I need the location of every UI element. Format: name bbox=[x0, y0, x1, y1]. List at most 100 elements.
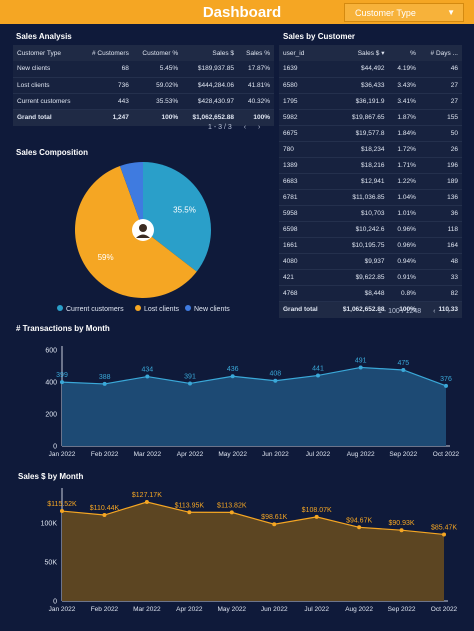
data-point[interactable] bbox=[60, 380, 64, 385]
data-point[interactable] bbox=[314, 514, 319, 519]
table-cell: 26 bbox=[419, 141, 462, 158]
next-page-icon[interactable]: › bbox=[447, 308, 450, 315]
table-cell: 33 bbox=[419, 269, 462, 286]
pie-slice[interactable] bbox=[143, 162, 211, 272]
table-cell: Grand total bbox=[13, 109, 83, 126]
prev-page-icon[interactable]: ‹ bbox=[243, 124, 247, 131]
table-row[interactable]: 4080 $9,937 0.94% 48 bbox=[279, 253, 462, 270]
table-cell: $1,062,652.88 bbox=[329, 301, 389, 318]
column-header[interactable]: % bbox=[388, 45, 420, 61]
grand-total-row: Grand total $1,062,652.88 100% 110.33 bbox=[279, 301, 462, 318]
table-cell: $18,234 bbox=[329, 141, 389, 158]
table-cell: 59.02% bbox=[132, 77, 183, 94]
column-header[interactable]: Sales % bbox=[238, 45, 274, 61]
data-point[interactable] bbox=[316, 373, 320, 378]
data-label: 436 bbox=[227, 366, 239, 373]
pie-slice[interactable] bbox=[119, 162, 143, 230]
data-point[interactable] bbox=[60, 509, 64, 514]
table-cell: $1,062,652.88 bbox=[182, 109, 239, 126]
data-point[interactable] bbox=[102, 513, 107, 518]
data-point[interactable] bbox=[272, 522, 277, 527]
table-row[interactable]: 6781 $11,036.85 1.04% 136 bbox=[279, 189, 462, 206]
table-row[interactable]: 421 $9,622.85 0.91% 33 bbox=[279, 269, 462, 286]
column-header[interactable]: Customer % bbox=[132, 45, 183, 61]
sales-analysis-title: Sales Analysis bbox=[16, 32, 72, 41]
table-cell: 6580 bbox=[279, 77, 330, 94]
table-row[interactable]: 6683 $12,941 1.22% 189 bbox=[279, 173, 462, 190]
x-tick-label: Aug 2022 bbox=[345, 606, 373, 613]
table-cell: 100% bbox=[388, 301, 420, 318]
x-tick-label: Jan 2022 bbox=[49, 451, 76, 458]
data-point[interactable] bbox=[144, 499, 149, 504]
table-row[interactable]: 1661 $10,195.75 0.96% 164 bbox=[279, 237, 462, 254]
table-cell: 780 bbox=[279, 141, 330, 158]
column-header[interactable]: Customer Type bbox=[13, 45, 83, 61]
data-point[interactable] bbox=[444, 383, 448, 388]
data-point[interactable] bbox=[357, 525, 362, 530]
data-label: $108.07K bbox=[302, 507, 332, 514]
data-label: 434 bbox=[141, 367, 153, 374]
table-cell: 3.41% bbox=[388, 93, 420, 110]
column-header[interactable]: # Days ... bbox=[419, 45, 462, 61]
customer-type-dropdown[interactable]: Customer Type ▼ bbox=[344, 3, 464, 22]
x-tick-label: Mar 2022 bbox=[133, 606, 161, 613]
table-cell: 110.33 bbox=[419, 301, 462, 318]
legend-item[interactable]: Current customers bbox=[66, 306, 124, 313]
table-cell: $19,867.65 bbox=[329, 109, 389, 126]
table-row[interactable]: 1639 $44,492 4.19% 46 bbox=[279, 61, 462, 78]
x-tick-label: Jul 2022 bbox=[304, 606, 329, 613]
column-header[interactable]: # Customers bbox=[82, 45, 133, 61]
legend-marker bbox=[185, 305, 191, 311]
sales-by-month-chart: 0 50K 100K $115.52K Jan 2022 $110.44K Feb 2022… bbox=[41, 488, 458, 613]
table-row[interactable]: 1795 $36,191.9 3.41% 27 bbox=[279, 93, 462, 110]
x-tick-label: Sep 2022 bbox=[389, 451, 417, 458]
data-point[interactable] bbox=[273, 378, 278, 383]
table-cell: $19,577.8 bbox=[329, 125, 389, 142]
next-page-icon[interactable]: › bbox=[257, 124, 261, 131]
data-point[interactable] bbox=[187, 510, 192, 515]
table-row[interactable]: 6675 $19,577.8 1.84% 50 bbox=[279, 125, 462, 142]
table-cell: 0.96% bbox=[388, 237, 420, 254]
sales-analysis-pager: 1 - 3 / 3 ‹ › bbox=[208, 124, 260, 131]
data-point[interactable] bbox=[399, 528, 404, 533]
table-row[interactable]: 4768 $8,448 0.8% 82 bbox=[279, 285, 462, 302]
column-header[interactable]: user_id bbox=[279, 45, 330, 61]
table-cell: 46 bbox=[419, 61, 462, 78]
table-cell: 3.43% bbox=[388, 77, 420, 94]
table-cell: 27 bbox=[419, 77, 462, 94]
table-row[interactable]: 6598 $10,242.6 0.96% 118 bbox=[279, 221, 462, 238]
table-cell: Current customers bbox=[13, 93, 83, 110]
table-cell: 1.72% bbox=[388, 141, 420, 158]
table-cell: 1.01% bbox=[388, 205, 420, 222]
data-label: $90.93K bbox=[389, 520, 415, 527]
data-point[interactable] bbox=[229, 510, 234, 515]
column-header[interactable]: Sales $ bbox=[182, 45, 239, 61]
legend-item[interactable]: Lost clients bbox=[144, 306, 180, 313]
data-point[interactable] bbox=[442, 532, 446, 537]
data-point[interactable] bbox=[102, 381, 107, 386]
data-point[interactable] bbox=[358, 365, 363, 370]
column-header[interactable]: Sales $ ▾ bbox=[329, 45, 389, 61]
data-label: $113.82K bbox=[217, 502, 247, 509]
data-point[interactable] bbox=[230, 374, 235, 379]
prev-page-icon[interactable]: ‹ bbox=[433, 308, 436, 315]
table-cell: 155 bbox=[419, 109, 462, 126]
page-title: Dashboard bbox=[202, 4, 282, 21]
sort-desc-icon[interactable]: ▾ bbox=[379, 50, 385, 57]
table-row[interactable]: 780 $18,234 1.72% 26 bbox=[279, 141, 462, 158]
data-label: 441 bbox=[312, 365, 324, 372]
data-point[interactable] bbox=[401, 368, 406, 372]
table-row[interactable]: 5958 $10,703 1.01% 36 bbox=[279, 205, 462, 222]
sales-by-customer-pager: 1 - 100 / 1248 ‹ › bbox=[378, 308, 450, 315]
table-row[interactable]: 6580 $36,433 3.43% 27 bbox=[279, 77, 462, 94]
table-cell: New clients bbox=[13, 61, 83, 78]
table-row[interactable]: 1389 $18,216 1.71% 196 bbox=[279, 157, 462, 174]
data-point[interactable] bbox=[145, 374, 150, 379]
data-point[interactable] bbox=[188, 381, 192, 386]
table-row[interactable]: 5982 $19,867.65 1.87% 155 bbox=[279, 109, 462, 126]
legend-item[interactable]: New clients bbox=[194, 306, 230, 313]
table-row: Current customers 443 35.53% $428,430.97 40.… bbox=[13, 93, 274, 110]
y-tick-label: 200 bbox=[45, 412, 57, 419]
sales-composition-title: Sales Composition bbox=[16, 148, 89, 157]
transactions-chart-title: # Transactions by Month bbox=[16, 324, 110, 333]
